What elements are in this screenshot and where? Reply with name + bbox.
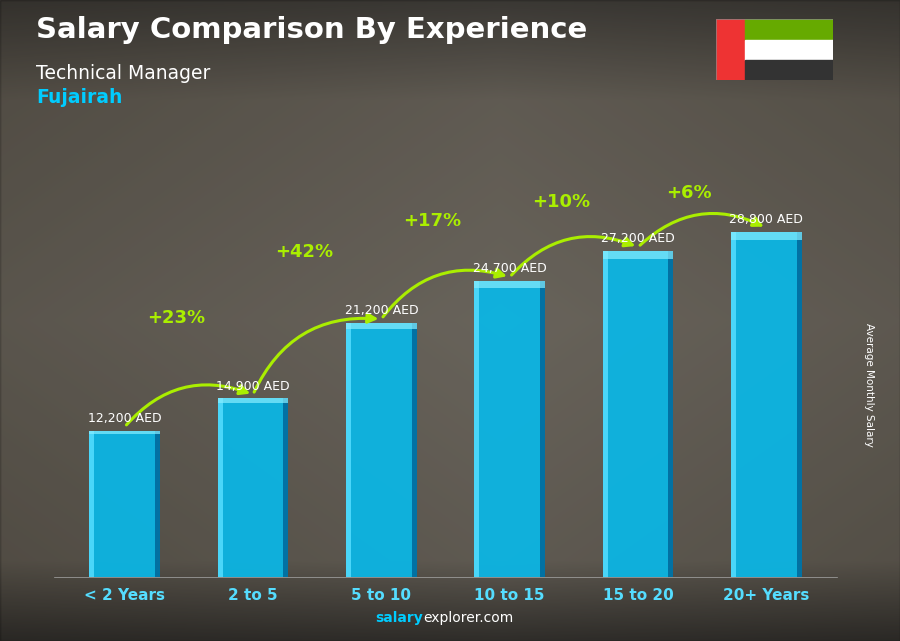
Bar	[796, 231, 802, 577]
Text: Fujairah: Fujairah	[36, 88, 122, 108]
Bar	[745, 40, 832, 60]
Text: 28,800 AED: 28,800 AED	[730, 213, 804, 226]
Text: +42%: +42%	[275, 243, 333, 261]
Text: +23%: +23%	[147, 308, 205, 327]
Text: 12,200 AED: 12,200 AED	[88, 412, 161, 425]
Bar	[218, 398, 222, 577]
Bar	[474, 281, 545, 288]
Bar	[89, 431, 160, 434]
Bar	[716, 19, 745, 80]
Bar	[218, 398, 288, 403]
Bar	[89, 431, 160, 577]
Bar	[411, 322, 417, 577]
Text: 21,200 AED: 21,200 AED	[345, 304, 418, 317]
Bar	[474, 281, 480, 577]
Text: 14,900 AED: 14,900 AED	[216, 379, 290, 393]
Text: Salary Comparison By Experience: Salary Comparison By Experience	[36, 16, 587, 44]
Text: 24,700 AED: 24,700 AED	[472, 262, 546, 275]
Bar	[474, 281, 545, 577]
Bar	[731, 231, 736, 577]
Bar	[346, 322, 417, 329]
Text: Average Monthly Salary: Average Monthly Salary	[863, 322, 874, 447]
Bar	[745, 19, 832, 40]
Bar	[603, 251, 673, 577]
Bar	[731, 231, 802, 240]
Bar	[89, 431, 94, 577]
Bar	[540, 281, 545, 577]
Bar	[346, 322, 351, 577]
Text: 27,200 AED: 27,200 AED	[601, 232, 675, 245]
Bar	[284, 398, 288, 577]
Bar	[346, 322, 417, 577]
Text: +6%: +6%	[667, 183, 712, 202]
Text: salary: salary	[375, 611, 423, 625]
Bar	[218, 398, 288, 577]
Bar	[669, 251, 673, 577]
Bar	[603, 251, 673, 259]
Text: +10%: +10%	[532, 193, 590, 211]
Text: +17%: +17%	[403, 212, 462, 229]
Text: explorer.com: explorer.com	[423, 611, 513, 625]
Bar	[731, 231, 802, 577]
Text: Technical Manager: Technical Manager	[36, 64, 211, 83]
Bar	[155, 431, 160, 577]
Bar	[745, 60, 832, 80]
Bar	[603, 251, 608, 577]
